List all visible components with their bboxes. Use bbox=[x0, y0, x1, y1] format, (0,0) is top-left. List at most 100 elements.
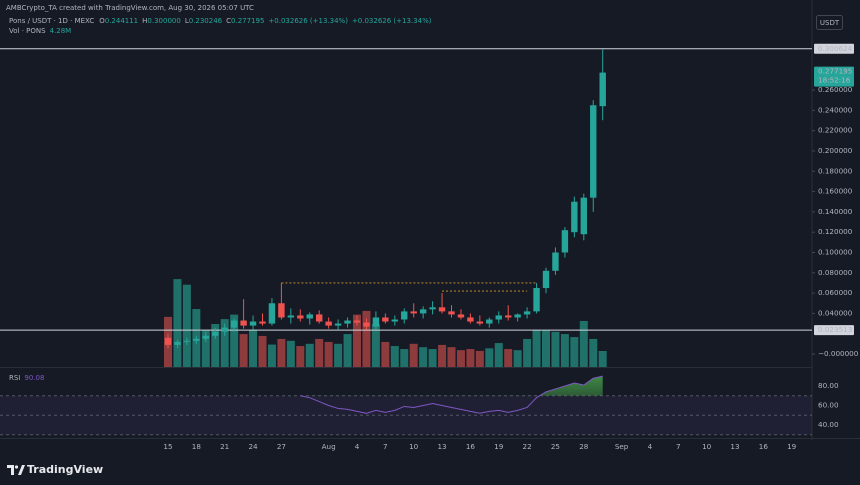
rsi-name: RSI bbox=[9, 374, 20, 382]
y-tick-label: 0.100000 bbox=[818, 247, 853, 256]
candle-body bbox=[202, 335, 209, 339]
candle-body bbox=[457, 314, 465, 318]
volume-bar bbox=[258, 335, 267, 367]
volume-bar bbox=[390, 346, 399, 367]
volume-bar bbox=[362, 310, 371, 367]
volume-bar bbox=[532, 329, 541, 367]
y-tick-label: 0.180000 bbox=[818, 166, 853, 175]
candle-body bbox=[495, 315, 502, 320]
candle-body bbox=[363, 322, 370, 327]
y-tick-label: 0.060000 bbox=[818, 288, 853, 297]
candle-body bbox=[316, 314, 323, 322]
legend-key: C bbox=[226, 17, 231, 25]
y-tick-label: −0.000000 bbox=[818, 349, 859, 358]
volume-bar bbox=[220, 319, 229, 367]
x-tick-label: 16 bbox=[759, 442, 769, 451]
x-tick-label: 15 bbox=[163, 442, 172, 451]
candle-body bbox=[382, 317, 389, 322]
countdown: 18:52:16 bbox=[818, 76, 851, 85]
candle-body bbox=[429, 307, 436, 310]
y-tick-label: 0.240000 bbox=[818, 105, 853, 114]
volume-bar bbox=[523, 338, 532, 367]
candle-body bbox=[514, 314, 521, 318]
candle-body bbox=[249, 321, 257, 326]
y-tick-label: 0.260000 bbox=[818, 85, 853, 94]
rsi-legend: RSI 90.08 bbox=[9, 374, 44, 382]
candle-body bbox=[372, 317, 380, 327]
volume-bar bbox=[409, 343, 418, 367]
legend-key: O bbox=[99, 17, 105, 25]
candle-body bbox=[438, 307, 446, 312]
x-tick-label: 13 bbox=[730, 442, 739, 451]
x-tick-label: 19 bbox=[494, 442, 504, 451]
candle-body bbox=[353, 320, 361, 323]
candle-body bbox=[571, 201, 578, 233]
volume-bar bbox=[334, 343, 343, 367]
x-tick-label: 21 bbox=[220, 442, 229, 451]
volume-bar bbox=[485, 348, 494, 367]
candle-body bbox=[278, 303, 285, 318]
volume-bar bbox=[343, 334, 352, 367]
price-line-box bbox=[814, 325, 854, 336]
volume-value: 4.28M bbox=[50, 27, 72, 35]
y-tick-label: 0.200000 bbox=[818, 146, 853, 155]
rsi-tick-label: 40.00 bbox=[818, 420, 839, 429]
volume-bar bbox=[447, 347, 456, 367]
candle-body bbox=[505, 315, 512, 318]
legend-change: +0.032626 (+13.34%) bbox=[268, 17, 348, 25]
currency-box[interactable] bbox=[816, 15, 843, 30]
volume-bar bbox=[438, 344, 447, 367]
currency[interactable]: USDT bbox=[820, 19, 840, 27]
candle-body bbox=[580, 197, 587, 235]
legend-value: 0.244111 bbox=[105, 17, 138, 25]
x-tick-label: Sep bbox=[615, 442, 629, 451]
x-tick-label: 7 bbox=[676, 442, 681, 451]
volume-legend: Vol · PONS 4.28M bbox=[9, 27, 71, 35]
volume-bar bbox=[542, 329, 550, 367]
candle-body bbox=[221, 327, 228, 332]
x-tick-label: 27 bbox=[277, 442, 286, 451]
candle-body bbox=[391, 319, 398, 322]
rsi-value: 90.08 bbox=[24, 374, 44, 382]
volume-bar bbox=[211, 323, 220, 367]
y-tick-label: 0.160000 bbox=[818, 187, 853, 196]
volume-bar bbox=[371, 323, 380, 367]
x-tick-label: 7 bbox=[383, 442, 388, 451]
price-line-label: 0.300624 bbox=[818, 44, 853, 53]
candle-body bbox=[552, 252, 559, 271]
candle-body bbox=[212, 331, 219, 336]
candle-body bbox=[268, 303, 276, 324]
volume-bar bbox=[267, 344, 276, 367]
x-tick-label: Aug bbox=[322, 442, 336, 451]
x-tick-label: 22 bbox=[523, 442, 532, 451]
volume-bar bbox=[173, 279, 182, 367]
candle-body bbox=[401, 311, 408, 320]
x-tick-label: 10 bbox=[409, 442, 419, 451]
candle-body bbox=[561, 230, 569, 253]
candle-body bbox=[306, 314, 313, 319]
candle-body bbox=[419, 309, 427, 314]
y-tick-label: 0.120000 bbox=[818, 227, 853, 236]
candle-body bbox=[174, 341, 181, 345]
volume-bar bbox=[400, 349, 409, 367]
y-tick-label: 0.220000 bbox=[818, 126, 853, 135]
legend-key: L bbox=[185, 17, 189, 25]
legend-value: 0.230246 bbox=[189, 17, 223, 25]
volume-bar bbox=[353, 314, 361, 367]
legend-change: +0.032626 (+13.34%) bbox=[352, 17, 432, 25]
logo-mark bbox=[18, 465, 25, 475]
volume-bar bbox=[475, 350, 484, 367]
volume-name: Vol · PONS bbox=[9, 27, 46, 35]
candle-body bbox=[344, 320, 351, 324]
candle-body bbox=[599, 72, 606, 107]
rsi-tick-label: 60.00 bbox=[818, 400, 839, 409]
volume-bar bbox=[239, 334, 248, 367]
volume-bar bbox=[305, 343, 314, 367]
x-tick-label: 25 bbox=[551, 442, 560, 451]
logo-mark bbox=[7, 465, 14, 475]
volume-bar bbox=[230, 314, 239, 367]
x-tick-label: 13 bbox=[437, 442, 446, 451]
legend-key: H bbox=[142, 17, 147, 25]
rsi-overbought-fill bbox=[539, 376, 603, 396]
